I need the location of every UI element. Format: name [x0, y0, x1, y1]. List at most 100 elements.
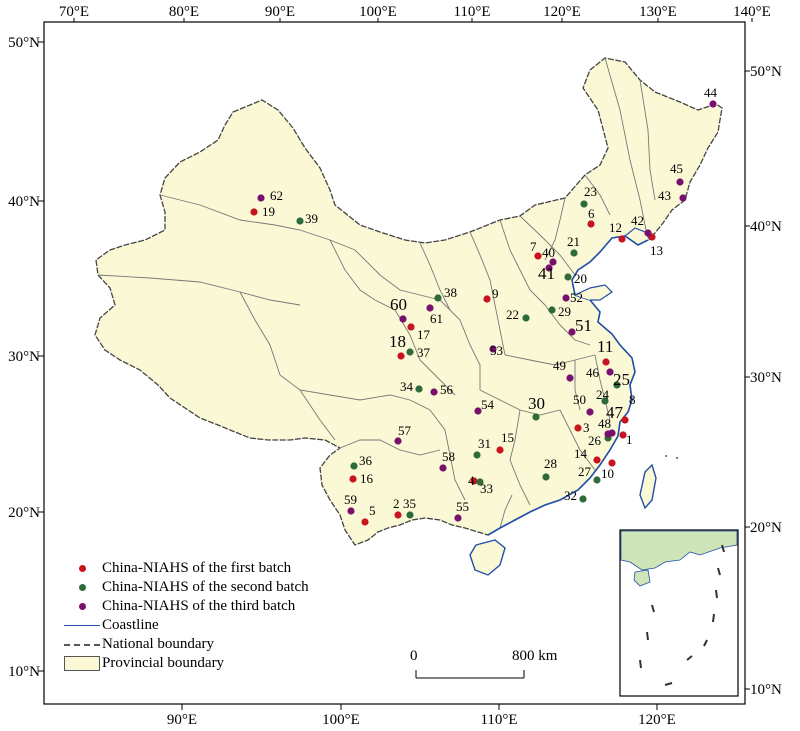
tick-label: 40°N	[750, 219, 782, 235]
legend-label: Provincial boundary	[102, 655, 225, 671]
legend-coastline: Coastline	[62, 616, 309, 635]
site-dot-second-batch	[406, 348, 414, 356]
site-dot-first-batch	[608, 459, 616, 467]
site-label: 12	[609, 220, 622, 235]
tick-label: 20°N	[750, 520, 782, 536]
site-dot-first-batch	[587, 220, 595, 228]
hainan-island	[469, 539, 506, 576]
frame-tick-marks	[38, 18, 753, 710]
site-dot-second-batch	[542, 473, 550, 481]
site-dot-third-batch	[644, 229, 652, 237]
site-label: 19	[262, 204, 275, 219]
site-label: 38	[444, 285, 457, 300]
site-dot-first-batch	[394, 511, 402, 519]
site-dot-third-batch	[568, 328, 576, 336]
shandong-peninsula	[574, 284, 613, 301]
site-label: 11	[597, 337, 613, 356]
scale-bar	[415, 670, 525, 679]
site-label: 47	[606, 403, 624, 422]
site-dot-third-batch	[709, 100, 717, 108]
site-label: 56	[440, 382, 454, 397]
tick-label: 40°N	[8, 194, 40, 210]
site-label: 16	[360, 471, 374, 486]
site-dot-second-batch	[564, 273, 572, 281]
site-dot-first-batch	[621, 416, 629, 424]
site-label: 20	[574, 271, 587, 286]
site-dot-first-batch	[574, 424, 582, 432]
site-dot-second-batch	[296, 217, 304, 225]
tick-label: 130°E	[639, 4, 677, 20]
site-label: 32	[564, 488, 577, 503]
site-dot-third-batch	[586, 408, 594, 416]
site-dot-third-batch	[562, 294, 570, 302]
site-label: 21	[567, 234, 580, 249]
site-dot-second-batch	[350, 462, 358, 470]
tick-label: 90°E	[167, 712, 197, 728]
coastline	[487, 235, 649, 536]
tick-label: 30°N	[750, 370, 782, 386]
coastline-line-icon	[64, 625, 100, 626]
site-label: 17	[417, 327, 431, 342]
site-label: 8	[629, 392, 636, 407]
site-dot-second-batch	[548, 306, 556, 314]
tick-label: 120°E	[543, 4, 581, 20]
tick-label: 110°E	[480, 712, 517, 728]
site-dot-second-batch	[601, 397, 609, 405]
legend: China-NIAHS of the first batch China-NIA…	[62, 559, 309, 673]
site-markers: 1234567891011121314151617181920212223242…	[250, 85, 718, 526]
site-label: 54	[481, 397, 495, 412]
tick-label: 110°E	[453, 4, 490, 20]
site-label: 44	[704, 85, 718, 100]
site-label: 49	[553, 358, 566, 373]
scale-end-label: 800 km	[512, 648, 558, 664]
taiwan-island	[639, 463, 657, 510]
site-label: 42	[631, 213, 644, 228]
site-label: 24	[596, 387, 610, 402]
site-label: 52	[570, 290, 583, 305]
site-label: 58	[442, 449, 455, 464]
left-latitude-ticks: 50°N 40°N 30°N 20°N 10°N	[8, 35, 40, 680]
site-dot-first-batch	[407, 323, 415, 331]
tick-label: 10°N	[8, 664, 40, 680]
site-dot-third-batch	[394, 437, 402, 445]
site-dot-first-batch	[593, 456, 601, 464]
first-batch-dot-icon	[78, 565, 86, 572]
site-label: 35	[403, 496, 416, 511]
tick-label: 120°E	[638, 712, 676, 728]
site-dot-third-batch	[549, 258, 557, 266]
sea-dots	[665, 455, 678, 459]
site-label: 36	[359, 453, 373, 468]
site-dot-third-batch	[257, 194, 265, 202]
site-label: 4	[468, 473, 475, 488]
scale-start-label: 0	[410, 648, 418, 664]
tick-label: 50°N	[8, 35, 40, 51]
national-boundary-line-icon	[64, 643, 100, 646]
site-label: 45	[670, 161, 683, 176]
legend-label: Coastline	[102, 617, 159, 633]
third-batch-dot-icon	[78, 603, 86, 610]
site-dot-third-batch	[426, 304, 434, 312]
site-dot-third-batch	[489, 345, 497, 353]
site-label: 60	[390, 295, 407, 314]
top-longitude-ticks: 70°E 80°E 90°E 100°E 110°E 120°E 130°E 1…	[59, 4, 771, 20]
site-dot-third-batch	[676, 178, 684, 186]
site-dot-first-batch	[618, 235, 626, 243]
provincial-boundaries	[97, 57, 656, 529]
site-label: 50	[573, 392, 586, 407]
tick-label: 80°E	[169, 4, 199, 20]
site-dot-third-batch	[545, 264, 553, 272]
site-dot-third-batch	[474, 407, 482, 415]
site-dot-third-batch	[439, 464, 447, 472]
site-label: 3	[583, 420, 590, 435]
site-label: 61	[430, 311, 443, 326]
legend-label: China-NIAHS of the first batch	[102, 560, 292, 576]
site-label: 15	[501, 430, 514, 445]
site-dot-first-batch	[534, 252, 542, 260]
legend-third-batch: China-NIAHS of the third batch	[62, 597, 309, 616]
site-label: 31	[478, 436, 491, 451]
site-dot-third-batch	[679, 194, 687, 202]
site-label: 28	[544, 456, 557, 471]
site-dot-second-batch	[434, 294, 442, 302]
site-dot-first-batch	[397, 352, 405, 360]
site-label: 6	[588, 206, 595, 221]
